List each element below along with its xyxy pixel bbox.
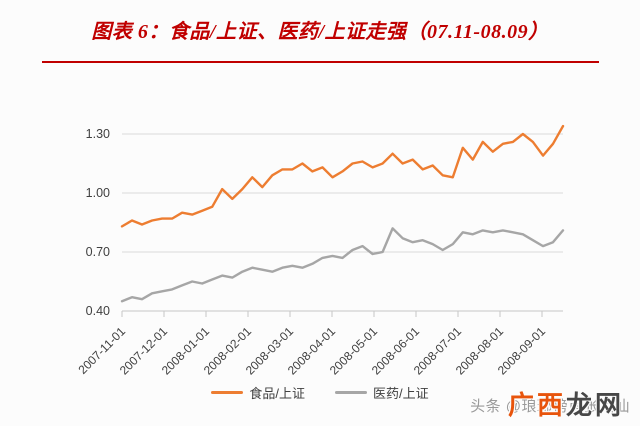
legend-item-food: 食品/上证 (211, 383, 305, 402)
legend-swatch-food (211, 391, 244, 394)
page-title: 图表 6：食品/上证、医药/上证走强（07.11-08.09） (91, 21, 549, 43)
y-axis-label: 1.00 (86, 186, 110, 200)
watermark-overlay-left: 广西 (507, 390, 566, 420)
series-pharma-line (120, 227, 565, 303)
watermark: 头条 @琅琊榜首张大仙 广西龙网 (434, 380, 634, 424)
watermark-handle-text: 头条 @琅琊榜首张大仙 (470, 398, 630, 415)
chart-legend: 食品/上证 医药/上证 (0, 383, 640, 402)
legend-item-pharma: 医药/上证 (335, 383, 429, 402)
legend-swatch-pharma (335, 391, 367, 394)
series-food-line (120, 124, 565, 228)
watermark-overlay-text: 广西龙网 (508, 385, 624, 422)
watermark-overlay-right: 龙网 (565, 390, 624, 420)
y-axis-label: 0.70 (86, 245, 110, 259)
legend-label-pharma: 医药/上证 (373, 386, 429, 401)
y-axis-label: 0.40 (86, 304, 110, 318)
y-axis-label: 1.30 (86, 127, 110, 141)
legend-label-food: 食品/上证 (249, 386, 305, 401)
title-divider (42, 61, 599, 63)
